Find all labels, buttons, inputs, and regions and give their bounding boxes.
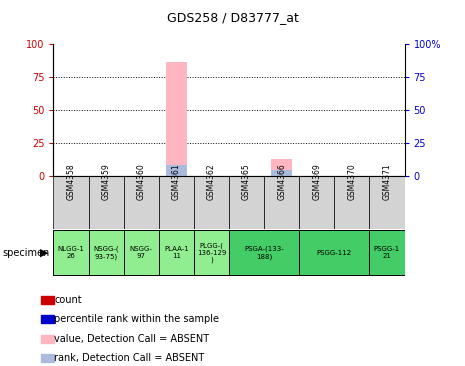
Bar: [166, 165, 187, 176]
Text: value, Detection Call = ABSENT: value, Detection Call = ABSENT: [54, 334, 209, 344]
Text: NLGG-1
26: NLGG-1 26: [58, 246, 85, 259]
Text: GSM4358: GSM4358: [66, 163, 75, 199]
Bar: [159, 176, 194, 229]
Bar: [88, 230, 124, 275]
Bar: [369, 230, 405, 275]
Bar: [229, 230, 299, 275]
Bar: [334, 176, 370, 229]
Text: GSM4366: GSM4366: [277, 163, 286, 199]
Text: ▶: ▶: [40, 247, 49, 258]
Text: PLAA-1
11: PLAA-1 11: [164, 246, 189, 259]
Text: count: count: [54, 295, 82, 305]
Bar: [41, 296, 54, 304]
Text: GSM4369: GSM4369: [312, 163, 321, 199]
Text: GSM4359: GSM4359: [102, 163, 111, 199]
Bar: [271, 171, 292, 176]
Text: NSGG-
97: NSGG- 97: [130, 246, 153, 259]
Text: PLGG-(
136-129
): PLGG-( 136-129 ): [197, 242, 226, 263]
Bar: [41, 335, 54, 343]
Bar: [88, 176, 124, 229]
Bar: [299, 230, 370, 275]
Text: NSGG-(
93-75): NSGG-( 93-75): [93, 246, 119, 259]
Text: GSM4360: GSM4360: [137, 163, 146, 199]
Bar: [271, 158, 292, 176]
Bar: [53, 230, 88, 275]
Text: PSGA-(133-
188): PSGA-(133- 188): [244, 246, 284, 259]
Bar: [264, 176, 299, 229]
Bar: [194, 230, 229, 275]
Bar: [159, 230, 194, 275]
Bar: [369, 176, 405, 229]
Text: percentile rank within the sample: percentile rank within the sample: [54, 314, 219, 324]
Text: GDS258 / D83777_at: GDS258 / D83777_at: [166, 11, 299, 24]
Bar: [41, 315, 54, 323]
Bar: [194, 176, 229, 229]
Bar: [53, 176, 88, 229]
Text: specimen: specimen: [2, 247, 50, 258]
Text: rank, Detection Call = ABSENT: rank, Detection Call = ABSENT: [54, 353, 205, 363]
Bar: [229, 176, 264, 229]
Bar: [41, 354, 54, 362]
Text: GSM4371: GSM4371: [383, 163, 392, 199]
Text: GSM4361: GSM4361: [172, 163, 181, 199]
Text: GSM4370: GSM4370: [347, 163, 356, 199]
Text: GSM4362: GSM4362: [207, 163, 216, 199]
Bar: [124, 176, 159, 229]
Text: PSGG-112: PSGG-112: [317, 250, 352, 255]
Bar: [299, 176, 334, 229]
Bar: [124, 230, 159, 275]
Text: GSM4365: GSM4365: [242, 163, 251, 199]
Bar: [166, 62, 187, 176]
Text: PSGG-1
21: PSGG-1 21: [374, 246, 400, 259]
